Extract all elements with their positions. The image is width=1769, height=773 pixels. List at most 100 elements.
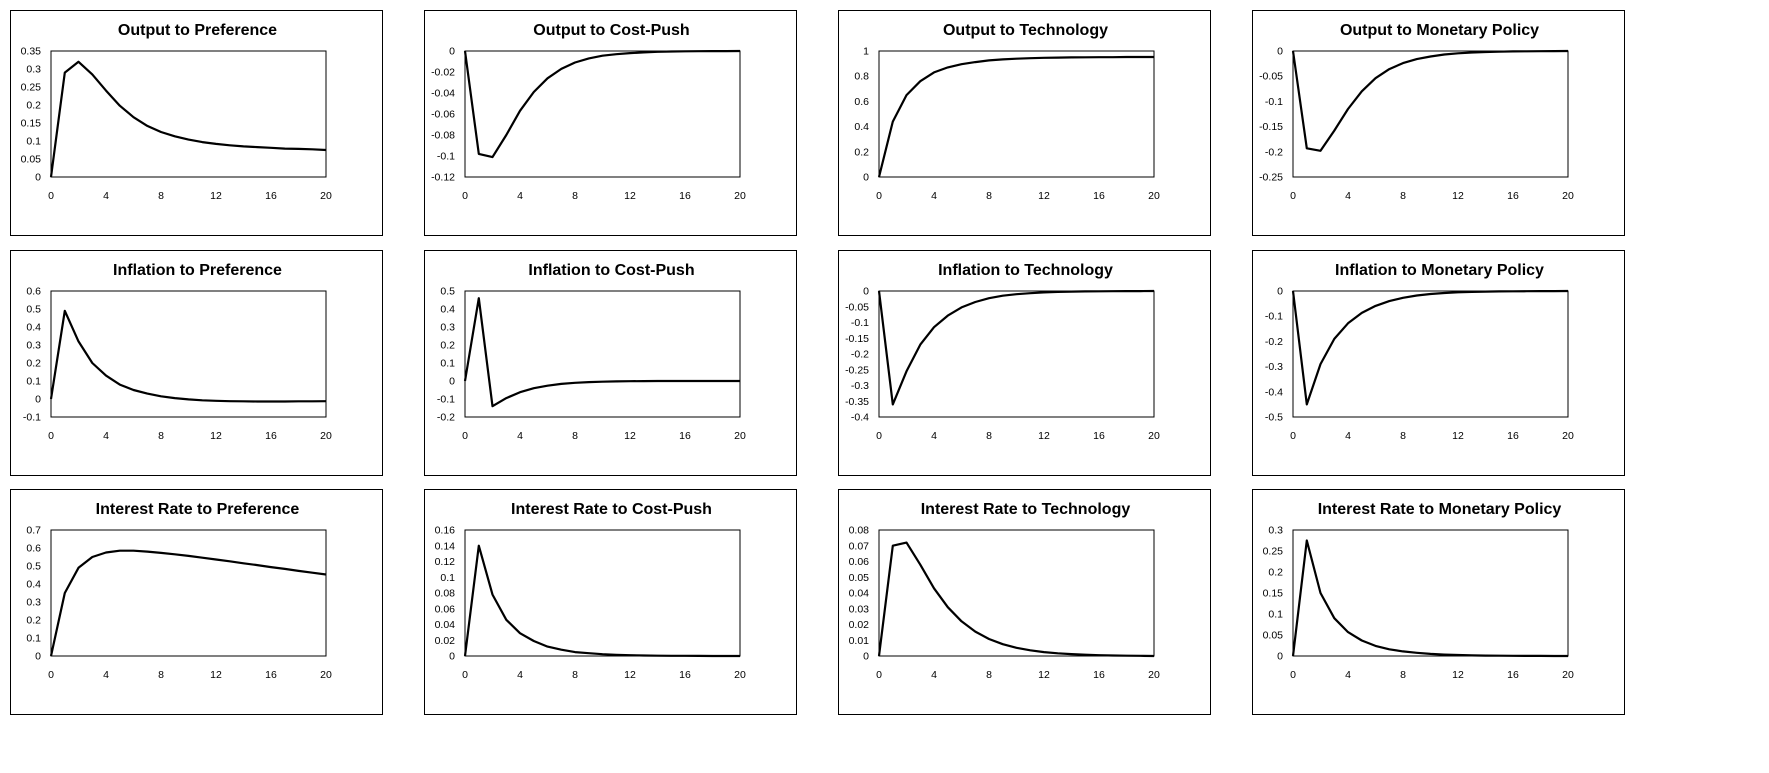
chart-inflation-to-technology: Inflation to Technology -0.4 -0.35 -0.3 -0.2… xyxy=(838,250,1211,476)
x-tick-label: 12 xyxy=(1452,669,1464,681)
y-tick-label: 0.16 xyxy=(435,525,456,537)
chart-svg: Interest Rate to Monetary Policy 0 0.05 0.1… xyxy=(1263,501,1574,681)
y-tick-label: -0.1 xyxy=(1265,311,1283,323)
series-line xyxy=(49,309,327,403)
x-tick-label: 4 xyxy=(103,669,109,681)
x-tick-label: 12 xyxy=(624,430,636,442)
x-tick-label: 4 xyxy=(931,190,937,202)
x-tick-label: 0 xyxy=(462,430,468,442)
y-tick-label: 0.15 xyxy=(1263,588,1284,600)
y-tick-label: 0.4 xyxy=(854,121,869,133)
x-tick-label: 12 xyxy=(1038,430,1050,442)
chart-interest-rate-to-technology: Interest Rate to Technology 0 0.01 0.02 0.03… xyxy=(838,489,1211,715)
series-line xyxy=(463,297,740,408)
x-tick-label: 8 xyxy=(158,430,164,442)
chart-svg: Output to Cost-Push -0.12 -0.1 -0.08 -0.06 -0… xyxy=(431,22,746,202)
chart-svg: Interest Rate to Cost-Push 0 0.02 0.04 0.06 0… xyxy=(435,501,746,681)
x-tick-label: 20 xyxy=(734,190,746,202)
y-tick-label: 0.3 xyxy=(1268,525,1283,537)
y-tick-label: 1 xyxy=(863,46,869,58)
series-line xyxy=(877,541,1155,658)
y-tick-label: 0.07 xyxy=(849,540,870,552)
chart-svg: Interest Rate to Technology 0 0.01 0.02 0.03… xyxy=(849,501,1160,681)
series-line xyxy=(1291,539,1568,658)
x-tick-label: 16 xyxy=(1507,430,1519,442)
y-tick-label: -0.15 xyxy=(1259,121,1283,133)
plot-area xyxy=(878,50,1155,178)
y-tick-label: -0.02 xyxy=(431,67,455,79)
series-line xyxy=(463,49,741,159)
x-tick-label: 0 xyxy=(462,669,468,681)
y-tick-label: -0.35 xyxy=(845,396,869,408)
plot-area xyxy=(50,529,327,657)
x-tick-label: 12 xyxy=(210,430,222,442)
x-tick-label: 16 xyxy=(1093,190,1105,202)
chart-output-to-preference: Output to Preference 0 0.05 0.1 0.15 0.2 0.25 0… xyxy=(10,10,383,236)
y-tick-label: 0.2 xyxy=(1268,567,1283,579)
y-tick-label: 0.05 xyxy=(21,154,42,166)
y-tick-label: 0.2 xyxy=(854,146,869,158)
y-tick-label: -0.1 xyxy=(437,151,455,163)
y-tick-label: 0.5 xyxy=(26,561,41,573)
x-tick-label: 8 xyxy=(1400,190,1406,202)
x-tick-label: 8 xyxy=(986,430,992,442)
y-tick-label: 0 xyxy=(1277,286,1283,298)
x-tick-label: 20 xyxy=(320,669,332,681)
y-tick-label: 0.06 xyxy=(849,556,870,568)
x-tick-label: 16 xyxy=(1093,430,1105,442)
y-tick-label: -0.4 xyxy=(851,412,869,424)
plot-area xyxy=(878,529,1155,657)
x-tick-label: 16 xyxy=(679,669,691,681)
y-tick-label: -0.2 xyxy=(851,349,869,361)
x-tick-label: 8 xyxy=(1400,430,1406,442)
chart-output-to-cost-push: Output to Cost-Push -0.12 -0.1 -0.08 -0.06 -0… xyxy=(424,10,797,236)
y-tick-label: 0.02 xyxy=(849,619,870,631)
x-tick-label: 8 xyxy=(158,190,164,202)
y-tick-label: 0.08 xyxy=(435,588,456,600)
plot-area xyxy=(878,290,1155,418)
y-tick-label: -0.2 xyxy=(437,412,455,424)
x-tick-label: 8 xyxy=(1400,669,1406,681)
plot-area xyxy=(50,50,327,178)
chart-title: Inflation to Monetary Policy xyxy=(1335,262,1544,279)
y-tick-label: -0.3 xyxy=(851,380,869,392)
y-tick-label: 0.1 xyxy=(1268,609,1283,621)
chart-title: Inflation to Technology xyxy=(938,262,1113,279)
x-tick-label: 16 xyxy=(1507,669,1519,681)
x-tick-label: 4 xyxy=(1345,190,1351,202)
y-tick-label: -0.1 xyxy=(437,394,455,406)
x-tick-label: 0 xyxy=(1290,669,1296,681)
chart-svg: Interest Rate to Preference 0 0.1 0.2 0.3 0.4… xyxy=(26,501,332,681)
y-tick-label: 0.05 xyxy=(849,572,870,584)
x-tick-label: 0 xyxy=(1290,430,1296,442)
y-tick-label: -0.25 xyxy=(1259,172,1283,184)
x-tick-label: 20 xyxy=(734,669,746,681)
y-tick-label: 0 xyxy=(35,172,41,184)
y-tick-label: -0.4 xyxy=(1265,386,1283,398)
series-line xyxy=(877,289,1155,406)
plot-area xyxy=(50,290,327,418)
x-tick-label: 20 xyxy=(320,190,332,202)
x-tick-label: 12 xyxy=(1038,190,1050,202)
chart-title: Interest Rate to Preference xyxy=(96,501,300,518)
y-tick-label: 0 xyxy=(449,651,455,663)
y-tick-label: 0.6 xyxy=(26,286,41,298)
y-tick-label: -0.06 xyxy=(431,109,455,121)
x-tick-label: 16 xyxy=(265,430,277,442)
y-tick-label: 0.3 xyxy=(440,322,455,334)
chart-svg: Output to Preference 0 0.05 0.1 0.15 0.2 0.25 0… xyxy=(21,22,332,202)
x-tick-label: 12 xyxy=(624,190,636,202)
y-tick-label: 0.2 xyxy=(440,340,455,352)
y-tick-label: 0.3 xyxy=(26,64,41,76)
x-tick-label: 8 xyxy=(572,190,578,202)
y-tick-label: -0.2 xyxy=(1265,146,1283,158)
chart-svg: Inflation to Cost-Push -0.2 -0.1 0 0.1 0.2 0.3… xyxy=(437,262,746,442)
chart-svg: Output to Monetary Policy -0.25 -0.2 -0.15 -… xyxy=(1259,22,1574,202)
x-tick-label: 20 xyxy=(320,430,332,442)
y-tick-label: 0.06 xyxy=(435,603,456,615)
y-tick-label: 0 xyxy=(35,394,41,406)
series-line xyxy=(877,55,1154,178)
series-line xyxy=(1291,289,1569,406)
x-tick-label: 16 xyxy=(679,190,691,202)
x-tick-label: 16 xyxy=(1093,669,1105,681)
